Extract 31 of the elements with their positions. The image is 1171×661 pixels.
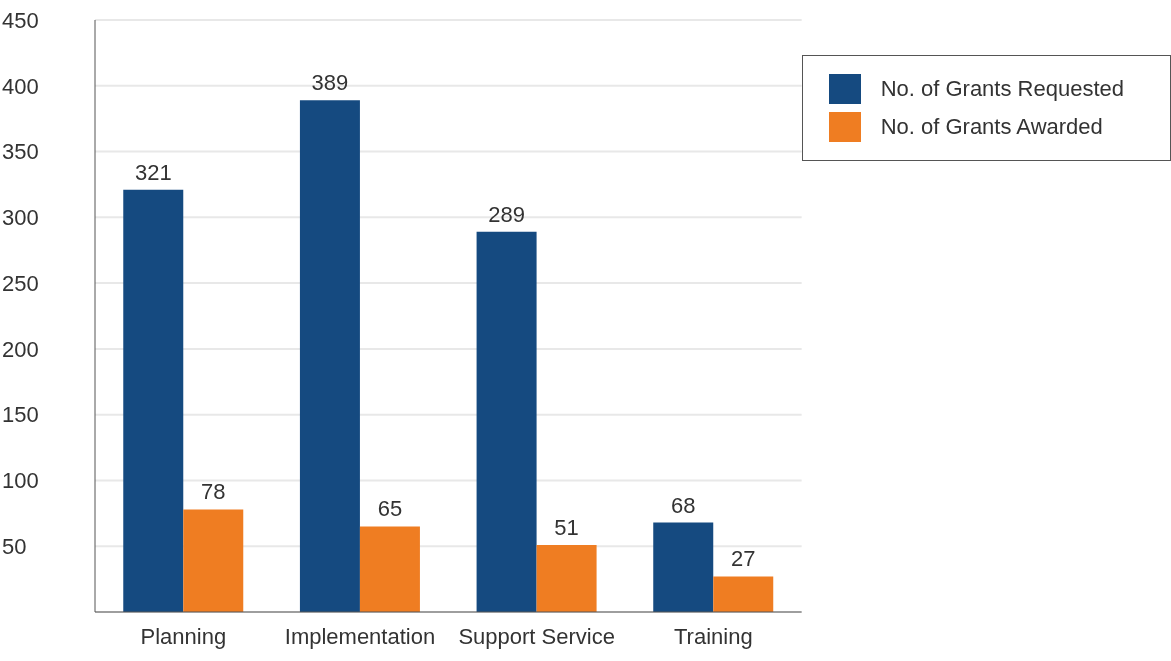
bar bbox=[299, 100, 360, 612]
data-label: 51 bbox=[554, 514, 579, 540]
y-tick-label: 450 bbox=[2, 7, 39, 33]
y-tick-label: 50 bbox=[2, 534, 27, 560]
bar bbox=[359, 526, 420, 612]
y-tick-label: 300 bbox=[2, 205, 39, 231]
bar bbox=[123, 189, 184, 612]
y-tick-label: 200 bbox=[2, 336, 39, 362]
x-tick-label: Support Service bbox=[458, 623, 615, 649]
legend-label: No. of Grants Awarded bbox=[880, 114, 1103, 140]
data-label: 27 bbox=[731, 546, 756, 572]
bar bbox=[536, 544, 597, 612]
data-label: 321 bbox=[134, 159, 172, 185]
bar bbox=[653, 522, 714, 612]
bar bbox=[713, 576, 774, 612]
data-label: 65 bbox=[377, 496, 403, 522]
x-tick-label: Planning bbox=[140, 623, 227, 649]
y-tick-label: 100 bbox=[2, 468, 39, 494]
data-label: 389 bbox=[311, 70, 349, 96]
data-label: 289 bbox=[488, 201, 525, 227]
data-label: 68 bbox=[671, 492, 696, 518]
y-tick-label: 150 bbox=[2, 402, 39, 428]
bar bbox=[183, 509, 244, 612]
bar bbox=[476, 231, 537, 612]
legend-label: No. of Grants Requested bbox=[880, 76, 1124, 102]
x-tick-label: Training bbox=[673, 623, 753, 649]
x-tick-label: Implementation bbox=[284, 623, 436, 649]
y-tick-label: 400 bbox=[2, 73, 39, 99]
data-label: 78 bbox=[201, 479, 226, 505]
y-tick-label: 250 bbox=[2, 270, 39, 296]
y-tick-label: 350 bbox=[2, 139, 39, 165]
